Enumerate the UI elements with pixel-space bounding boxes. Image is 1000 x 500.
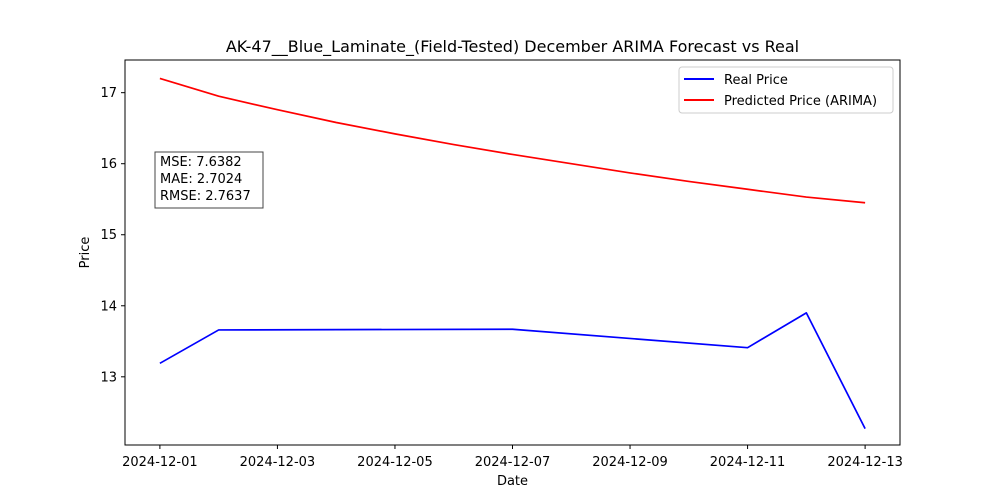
x-tick-label: 2024-12-07 [475,455,551,470]
y-tick-label: 13 [100,370,117,385]
y-axis: 13 14 15 16 17 [100,86,125,385]
y-tick-label: 16 [100,157,117,172]
legend-label-real-price: Real Price [724,73,788,88]
x-tick-label: 2024-12-01 [122,455,198,470]
metric-mae: MAE: 2.7024 [160,172,242,187]
x-axis-label: Date [497,474,528,489]
series-line-predicted-price [159,77,866,204]
metric-mse: MSE: 7.6382 [160,155,242,170]
x-tick-label: 2024-12-09 [592,455,668,470]
x-axis: 2024-12-01 2024-12-03 2024-12-05 2024-12-07… [122,445,903,470]
y-tick-label: 15 [100,228,117,243]
plot-area: 2024-12-01 2024-12-03 2024-12-05 2024-12-07… [100,59,903,470]
metric-rmse: RMSE: 2.7637 [160,189,251,204]
series-lines [159,77,866,430]
chart-title: AK-47__Blue_Laminate_(Field-Tested) Dece… [226,37,799,57]
series-line-real-price [159,312,866,430]
x-tick-label: 2024-12-13 [827,455,903,470]
legend-label-predicted-price: Predicted Price (ARIMA) [724,94,877,109]
x-tick-label: 2024-12-05 [357,455,433,470]
x-tick-label: 2024-12-03 [240,455,316,470]
y-tick-label: 14 [100,299,117,314]
legend: Real Price Predicted Price (ARIMA) [678,66,894,114]
x-tick-label: 2024-12-11 [710,455,786,470]
y-axis-label: Price [78,237,93,269]
metrics-box: MSE: 7.6382 MAE: 2.7024 RMSE: 2.7637 [154,151,264,209]
metrics-box-frame [154,151,264,209]
legend-frame [678,66,894,114]
y-tick-label: 17 [100,86,117,101]
